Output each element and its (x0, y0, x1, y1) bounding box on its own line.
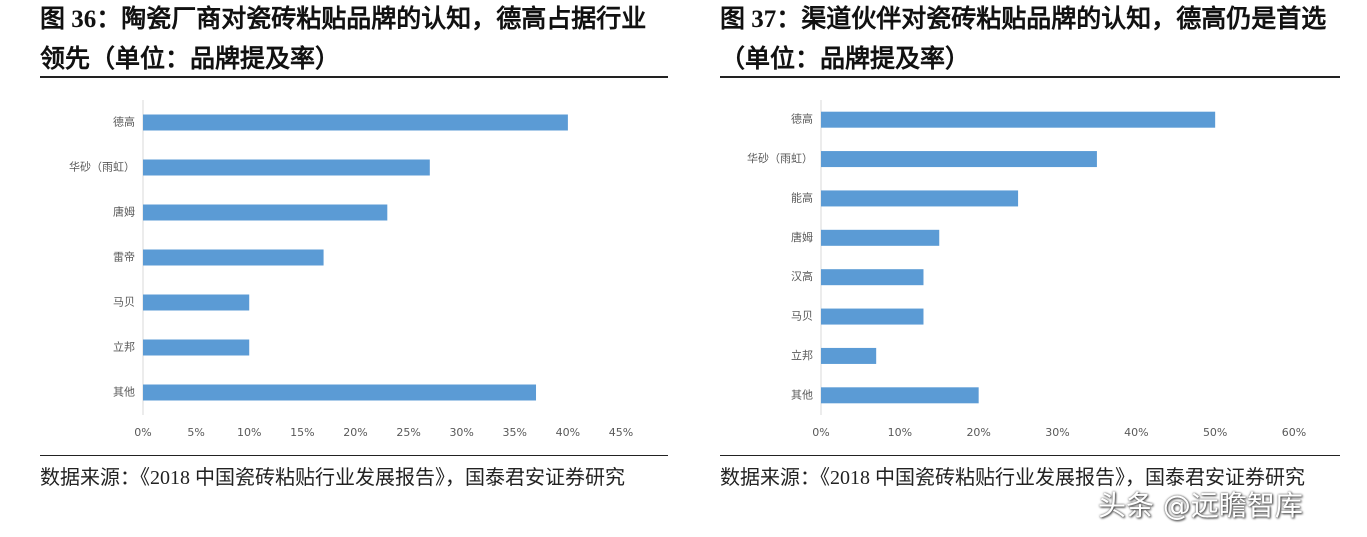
bar (821, 387, 979, 404)
bar (821, 308, 924, 325)
x-tick-label: 40% (556, 426, 580, 439)
x-tick-label: 10% (237, 426, 261, 439)
y-tick-label: 德高 (791, 112, 813, 126)
x-tick-label: 35% (503, 426, 527, 439)
bar (143, 159, 430, 176)
y-tick-label: 马贝 (113, 296, 135, 309)
x-tick-label: 15% (290, 426, 314, 439)
y-tick-label: 汉高 (791, 269, 813, 283)
y-tick-label: 华砂（雨虹） (747, 151, 813, 165)
x-tick-label: 5% (187, 426, 204, 439)
bar (821, 151, 1097, 168)
x-tick-label: 20% (966, 426, 990, 439)
y-tick-label: 马贝 (791, 310, 813, 323)
x-tick-label: 60% (1282, 426, 1306, 439)
bar (143, 339, 250, 356)
y-tick-label: 其他 (113, 386, 135, 399)
x-tick-label: 40% (1124, 426, 1148, 439)
y-tick-label: 雷帝 (113, 250, 135, 264)
bar (143, 114, 568, 131)
bar (821, 111, 1216, 128)
y-tick-label: 唐姆 (113, 205, 135, 219)
x-tick-label: 0% (812, 426, 829, 439)
y-tick-label: 能高 (791, 190, 813, 204)
x-tick-label: 30% (1045, 426, 1069, 439)
bar (143, 204, 388, 221)
bar (143, 384, 537, 401)
source-note: 数据来源：《2018 中国瓷砖粘贴行业发展报告》，国泰君安证券研究 (720, 455, 1340, 498)
x-tick-label: 30% (449, 426, 473, 439)
x-tick-label: 50% (1203, 426, 1227, 439)
chart-title: 图 36：陶瓷厂商对瓷砖粘贴品牌的认知，德高占据行业领先（单位：品牌提及率） (40, 0, 668, 78)
y-tick-label: 立邦 (791, 348, 813, 362)
y-tick-label: 唐姆 (791, 230, 813, 244)
y-tick-label: 华砂（雨虹） (69, 160, 135, 174)
x-tick-label: 25% (396, 426, 420, 439)
x-tick-label: 45% (609, 426, 633, 439)
y-tick-label: 其他 (791, 388, 813, 401)
bar (821, 269, 924, 286)
y-tick-label: 立邦 (113, 340, 135, 354)
bar (143, 294, 250, 311)
x-tick-label: 20% (343, 426, 367, 439)
bar (821, 190, 1019, 207)
x-tick-label: 0% (134, 426, 151, 439)
x-tick-label: 10% (888, 426, 912, 439)
bar (143, 249, 324, 266)
chart-title: 图 37：渠道伙伴对瓷砖粘贴品牌的认知，德高仍是首选（单位：品牌提及率） (720, 0, 1340, 78)
watermark: 头条 @远瞻智库 (1098, 489, 1303, 522)
source-note: 数据来源：《2018 中国瓷砖粘贴行业发展报告》，国泰君安证券研究 (40, 455, 668, 498)
bar (821, 347, 877, 364)
bar (821, 229, 940, 246)
y-tick-label: 德高 (113, 115, 135, 129)
